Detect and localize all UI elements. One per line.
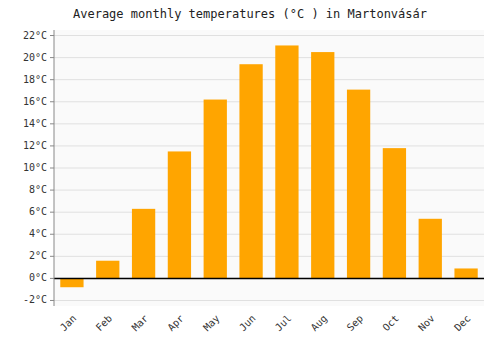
y-axis-line: [54, 30, 55, 306]
y-tick: [50, 101, 54, 102]
grid-line: [54, 168, 484, 169]
x-tick-label: Apr: [165, 313, 186, 334]
bar: [132, 209, 155, 279]
x-tick-labels: Jan Feb Mar Apr May Jun Jul Aug Sep Oct Nov Dec: [58, 313, 473, 334]
y-tick-label: 12°C: [23, 140, 47, 151]
y-tick-label: 22°C: [23, 30, 47, 41]
y-tick-label: 10°C: [23, 162, 47, 173]
y-tick: [50, 168, 54, 169]
bar: [454, 268, 477, 278]
y-tick-label: 6°C: [29, 206, 47, 217]
x-tick-label: May: [201, 313, 222, 334]
x-tick-label: Feb: [94, 313, 115, 334]
y-tick: [50, 79, 54, 80]
bar: [60, 278, 83, 287]
x-tick-label: Mar: [130, 313, 151, 334]
grid-line: [54, 57, 484, 58]
y-tick-label: -2°C: [23, 294, 47, 305]
y-tick: [50, 300, 54, 301]
grid-line: [54, 190, 484, 191]
bar: [168, 151, 191, 278]
grid: [54, 36, 484, 301]
bar: [419, 219, 442, 279]
y-tick-label: 2°C: [29, 250, 47, 261]
plot-background: [54, 30, 484, 306]
y-tick: [50, 278, 54, 279]
bar: [383, 148, 406, 278]
chart-container: -2°C 0°C 2°C 4°C 6°C 8°C 10°C 12°C 14°C 16°C 18°C 2…: [0, 0, 500, 350]
grid-line: [54, 101, 484, 102]
chart-title: Average monthly temperatures (°C ) in Ma…: [73, 7, 427, 21]
x-tick-label: Dec: [452, 313, 473, 334]
x-tick-label: Jul: [273, 313, 294, 334]
grid-line: [54, 300, 484, 301]
bars: [60, 45, 477, 287]
bar: [96, 261, 119, 279]
bar: [347, 90, 370, 279]
y-tick-label: 0°C: [29, 272, 47, 283]
y-tick-labels: -2°C 0°C 2°C 4°C 6°C 8°C 10°C 12°C 14°C 16°C 18°C 2…: [23, 30, 54, 306]
x-tick-label: Sep: [345, 313, 366, 334]
bar: [204, 100, 227, 279]
y-tick: [50, 35, 54, 36]
y-tick-label: 16°C: [23, 96, 47, 107]
y-tick-label: 14°C: [23, 118, 47, 129]
y-tick: [50, 145, 54, 146]
grid-line: [54, 278, 484, 279]
y-tick-label: 20°C: [23, 52, 47, 63]
chart-svg: -2°C 0°C 2°C 4°C 6°C 8°C 10°C 12°C 14°C 16°C 18°C 2…: [0, 0, 500, 350]
grid-line: [54, 35, 484, 36]
y-tick: [50, 234, 54, 235]
x-tick-label: Oct: [380, 313, 401, 334]
y-tick-label: 4°C: [29, 228, 47, 239]
y-tick: [50, 190, 54, 191]
x-tick-label: Nov: [416, 313, 437, 334]
x-tick-label: Jan: [58, 313, 79, 334]
grid-line: [54, 123, 484, 124]
y-tick: [50, 123, 54, 124]
x-tick-label: Jun: [237, 313, 258, 334]
y-tick: [50, 212, 54, 213]
grid-line: [54, 145, 484, 146]
grid-line: [54, 212, 484, 213]
bar: [275, 45, 298, 278]
x-tick-label: Aug: [309, 313, 330, 334]
y-tick: [50, 57, 54, 58]
y-tick-label: 8°C: [29, 184, 47, 195]
y-tick: [50, 256, 54, 257]
y-tick-label: 18°C: [23, 74, 47, 85]
bar: [239, 64, 262, 278]
baseline: [54, 278, 484, 280]
bar: [311, 52, 334, 278]
grid-line: [54, 79, 484, 80]
